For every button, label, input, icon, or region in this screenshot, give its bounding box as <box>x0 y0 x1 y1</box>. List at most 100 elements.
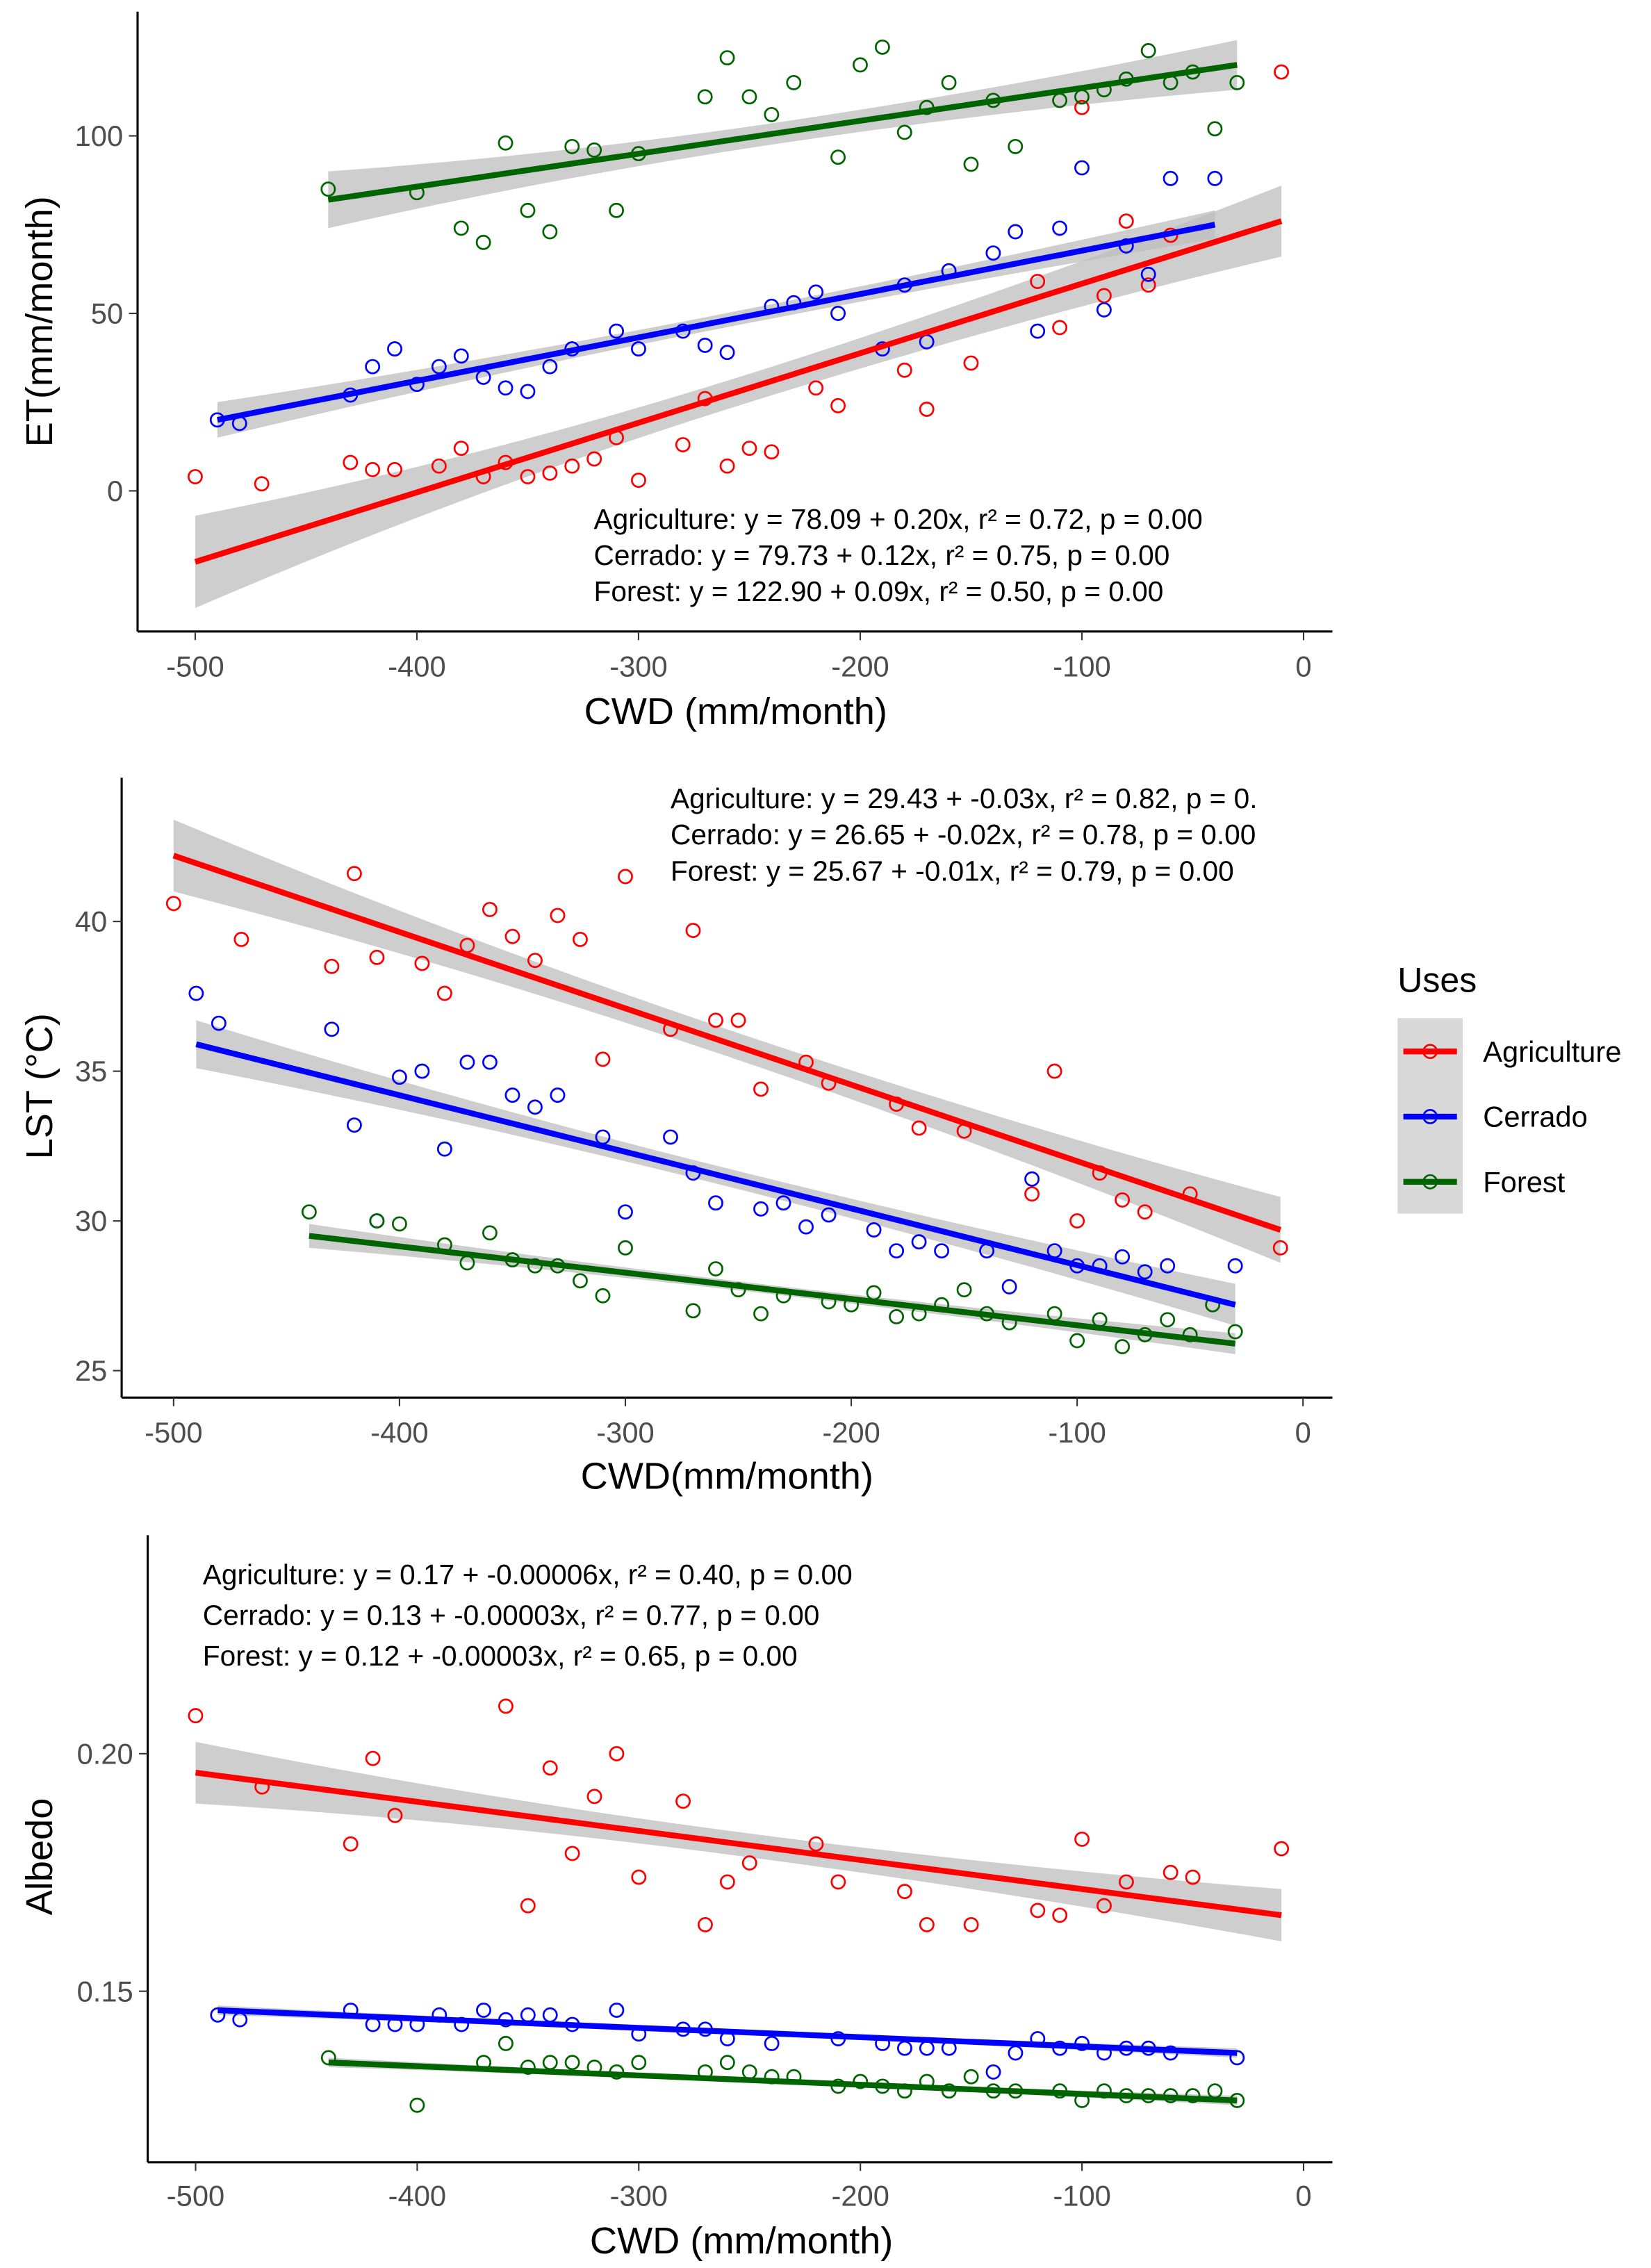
point-cerrado <box>542 2007 558 2023</box>
point-forest <box>1115 1339 1131 1355</box>
point-cerrado <box>520 384 536 400</box>
y-tick-label: 100 <box>75 120 124 152</box>
point-forest <box>542 224 558 240</box>
point-agriculture <box>414 955 430 971</box>
fit-line-agriculture <box>195 1770 1282 1918</box>
point-forest <box>609 202 625 218</box>
point-forest <box>586 142 602 158</box>
legend: Uses Agriculture Cerrado Forest <box>1397 961 1621 1214</box>
point-forest <box>320 181 336 197</box>
point-agriculture <box>586 451 602 467</box>
fit-line-forest <box>309 1233 1236 1347</box>
point-agriculture <box>520 469 536 484</box>
point-agriculture <box>254 476 270 492</box>
point-cerrado <box>1008 224 1024 240</box>
y-axis-title: LST (°C) <box>19 1013 60 1159</box>
point-agriculture <box>708 1012 723 1028</box>
point-agriculture <box>911 1120 927 1136</box>
regression-annotation: Forest: y = 0.12 + -0.00003x, r² = 0.65,… <box>203 1640 798 1672</box>
point-agriculture <box>719 1874 735 1890</box>
point-agriculture <box>631 472 646 488</box>
y-axis-title: ET(mm/month) <box>19 196 60 447</box>
point-agriculture <box>919 402 935 417</box>
point-cerrado <box>527 1099 543 1115</box>
point-cerrado <box>911 1234 927 1250</box>
point-forest <box>697 89 713 105</box>
point-agriculture <box>1185 1869 1201 1885</box>
point-cerrado <box>1052 220 1068 236</box>
point-cerrado <box>618 1204 633 1220</box>
point-cerrado <box>897 2040 912 2056</box>
point-cerrado <box>821 1207 837 1223</box>
point-cerrado <box>1074 160 1090 176</box>
point-agriculture <box>1140 277 1156 293</box>
point-cerrado <box>387 341 402 357</box>
x-tick-label: -200 <box>822 1416 880 1449</box>
y-tick-label: 40 <box>75 905 107 938</box>
point-forest <box>896 124 912 140</box>
point-cerrado <box>1024 1171 1040 1187</box>
point-forest <box>941 74 957 90</box>
y-tick-label: 0.20 <box>77 1737 133 1770</box>
confidence-band-agriculture <box>195 186 1282 609</box>
point-agriculture <box>675 1793 691 1809</box>
x-tick-label: -400 <box>370 1416 428 1449</box>
point-cerrado <box>211 1015 227 1031</box>
point-agriculture <box>897 1884 912 1900</box>
regression-annotation: Agriculture: y = 78.09 + 0.20x, r² = 0.7… <box>594 503 1203 535</box>
point-agriculture <box>564 1846 580 1862</box>
x-tick-label: -300 <box>610 2179 668 2212</box>
legend-title: Uses <box>1397 961 1477 1000</box>
point-agriculture <box>188 469 203 484</box>
regression-annotation: Forest: y = 122.90 + 0.09x, r² = 0.50, p… <box>594 575 1164 607</box>
point-cerrado <box>324 1021 340 1037</box>
point-agriculture <box>963 355 979 371</box>
point-forest <box>631 2055 647 2071</box>
point-agriculture <box>631 1869 647 1885</box>
point-agriculture <box>431 458 447 474</box>
point-cerrado <box>808 284 824 300</box>
point-agriculture <box>233 932 249 947</box>
point-forest <box>498 135 514 151</box>
point-forest <box>618 1240 633 1256</box>
fit-line-agriculture <box>194 218 1283 565</box>
point-agriculture <box>564 458 580 474</box>
x-tick-label: -500 <box>145 1416 202 1449</box>
point-forest <box>1069 1333 1085 1349</box>
point-agriculture <box>482 901 498 917</box>
point-cerrado <box>414 1063 430 1079</box>
point-forest <box>564 138 580 154</box>
fit-line-cerrado <box>195 1041 1236 1308</box>
point-cerrado <box>708 1195 723 1211</box>
point-agriculture <box>595 1051 611 1067</box>
legend-label-cerrado: Cerrado <box>1483 1101 1588 1133</box>
point-agriculture <box>618 869 633 885</box>
regression-annotation: Agriculture: y = 29.43 + -0.03x, r² = 0.… <box>671 782 1258 814</box>
point-cerrado <box>498 380 514 396</box>
point-agriculture <box>764 444 780 460</box>
point-agriculture <box>542 465 558 481</box>
point-agriculture <box>741 441 757 457</box>
point-cerrado <box>365 359 381 375</box>
point-cerrado <box>1160 1258 1176 1274</box>
point-forest <box>369 1213 385 1229</box>
point-agriculture <box>369 949 385 965</box>
point-agriculture <box>387 1807 403 1823</box>
point-agriculture <box>1052 1907 1068 1923</box>
point-agriculture <box>1137 1204 1153 1220</box>
point-cerrado <box>1096 302 1112 318</box>
point-cerrado <box>866 1222 882 1238</box>
point-forest <box>685 1303 701 1319</box>
point-cerrado <box>210 2007 226 2023</box>
point-cerrado <box>476 2003 491 2018</box>
point-agriculture <box>1118 1874 1134 1890</box>
point-cerrado <box>631 341 646 357</box>
fit-line-forest <box>328 2060 1238 2104</box>
point-forest <box>1008 138 1024 154</box>
point-forest <box>520 2060 536 2075</box>
x-tick-label: -200 <box>831 650 889 682</box>
point-agriculture <box>808 380 824 396</box>
x-tick-label: -200 <box>831 2179 889 2212</box>
point-agriculture <box>1046 1063 1062 1079</box>
